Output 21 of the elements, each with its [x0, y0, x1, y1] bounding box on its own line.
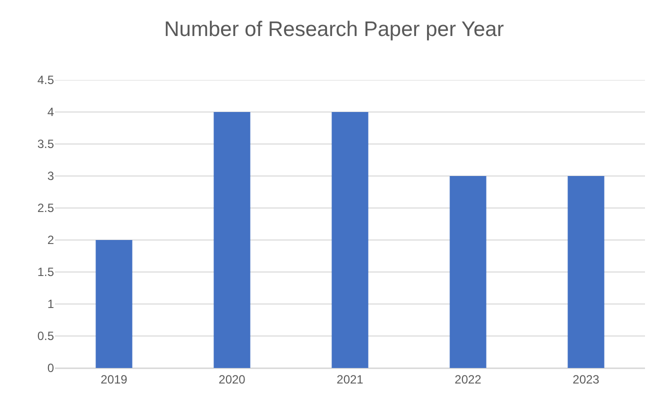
bar	[332, 112, 368, 368]
x-tick-label: 2020	[218, 372, 246, 386]
y-tick-label: 0.5	[37, 329, 54, 344]
chart-title: Number of Research Paper per Year	[164, 18, 504, 41]
y-tick-label: 2	[47, 233, 54, 248]
y-tick-label: 2.5	[37, 201, 54, 216]
x-tick-label: 2022	[454, 372, 482, 386]
y-tick-label: 0	[47, 361, 54, 376]
y-tick-label: 4.5	[37, 73, 54, 88]
bar	[96, 240, 132, 368]
y-tick-label: 3.5	[37, 137, 54, 152]
x-tick-label: 2023	[572, 372, 600, 386]
x-tick-label: 2021	[336, 372, 364, 386]
y-tick-label: 3	[47, 169, 54, 184]
y-tick-label: 4	[47, 105, 54, 120]
y-tick-label: 1	[47, 297, 54, 312]
bar	[568, 176, 604, 368]
bar	[450, 176, 486, 368]
y-tick-label: 1.5	[37, 265, 54, 280]
bar	[214, 112, 250, 368]
x-tick-label: 2019	[100, 372, 128, 386]
